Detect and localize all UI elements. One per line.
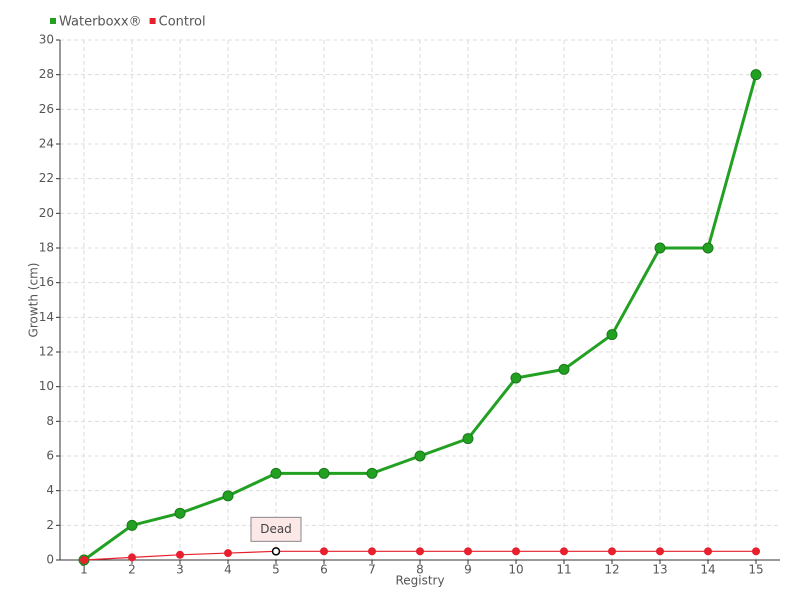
y-tick-label: 24 xyxy=(39,137,54,151)
data-point xyxy=(318,467,330,479)
data-point xyxy=(608,547,616,556)
legend-label: Waterboxx® xyxy=(59,15,142,30)
data-point xyxy=(704,547,712,556)
data-point xyxy=(271,547,281,556)
data-point xyxy=(464,547,472,556)
y-tick-label: 26 xyxy=(39,102,54,116)
data-point xyxy=(752,547,760,556)
y-tick-label: 22 xyxy=(39,171,54,185)
x-tick-label: 13 xyxy=(652,563,667,577)
data-point xyxy=(126,519,138,531)
annotation-text: Dead xyxy=(260,522,292,536)
data-point xyxy=(270,467,282,479)
x-axis-label: Registry xyxy=(395,574,444,588)
legend-label: Control xyxy=(159,15,206,30)
data-point xyxy=(174,507,186,519)
data-point xyxy=(750,69,762,81)
x-tick-label: 9 xyxy=(464,563,472,577)
x-tick-label: 11 xyxy=(556,563,571,577)
y-tick-label: 16 xyxy=(39,275,54,289)
x-tick-label: 5 xyxy=(272,563,280,577)
data-point xyxy=(414,450,426,462)
data-point xyxy=(702,242,714,254)
y-tick-label: 28 xyxy=(39,67,54,81)
data-point xyxy=(222,490,234,502)
legend-marker xyxy=(149,18,156,24)
data-point xyxy=(558,363,570,375)
annotation: Dead xyxy=(250,516,302,542)
x-tick-label: 8 xyxy=(416,563,424,577)
data-point xyxy=(320,547,328,556)
x-tick-label: 15 xyxy=(748,563,763,577)
data-point xyxy=(368,547,376,556)
data-point xyxy=(128,553,136,562)
x-tick-label: 6 xyxy=(320,563,328,577)
x-tick-label: 2 xyxy=(128,563,136,577)
x-tick-label: 7 xyxy=(368,563,376,577)
y-tick-label: 12 xyxy=(39,345,54,359)
data-point xyxy=(656,547,664,556)
data-point xyxy=(654,242,666,254)
x-tick-label: 14 xyxy=(700,563,715,577)
data-point xyxy=(606,329,618,341)
data-point xyxy=(224,549,232,558)
x-tick-label: 4 xyxy=(224,563,232,577)
annotation-box xyxy=(250,516,302,542)
data-point xyxy=(560,547,568,556)
data-point xyxy=(462,433,474,445)
y-tick-label: 8 xyxy=(46,414,54,428)
data-point xyxy=(366,467,378,479)
y-axis-label: Growth (cm) xyxy=(27,263,41,338)
y-tick-label: 0 xyxy=(46,553,54,567)
y-tick-label: 30 xyxy=(39,33,54,47)
y-tick-label: 10 xyxy=(39,379,54,393)
data-point xyxy=(510,372,522,384)
data-point xyxy=(512,547,520,556)
y-tick-label: 2 xyxy=(46,518,54,532)
y-tick-label: 6 xyxy=(46,449,54,463)
y-tick-label: 14 xyxy=(39,310,54,324)
x-tick-label: 10 xyxy=(508,563,523,577)
x-tick-label: 3 xyxy=(176,563,184,577)
data-point xyxy=(176,550,184,559)
x-tick-label: 12 xyxy=(604,563,619,577)
y-tick-label: 4 xyxy=(46,483,54,497)
data-point xyxy=(416,547,424,556)
y-tick-label: 18 xyxy=(39,241,54,255)
data-point xyxy=(80,556,88,564)
legend-marker xyxy=(50,18,56,24)
x-tick-label: 1 xyxy=(80,563,88,577)
y-tick-label: 20 xyxy=(39,206,54,220)
